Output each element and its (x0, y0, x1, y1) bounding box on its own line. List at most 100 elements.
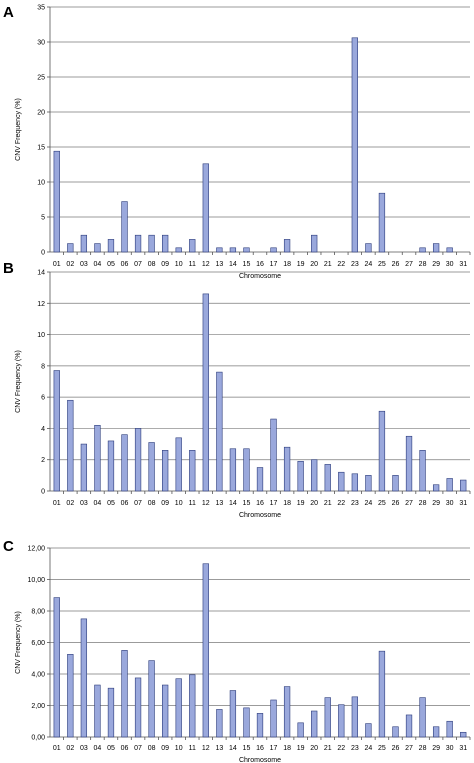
x-tick-label: 13 (215, 261, 223, 268)
x-tick-label: 02 (66, 500, 74, 507)
y-tick-label: 15 (37, 145, 45, 152)
y-axis-label: CNV Frequency (%) (15, 611, 22, 674)
bar-10 (175, 678, 182, 738)
bar-23 (351, 696, 358, 738)
bar-28 (419, 247, 426, 253)
bar-20 (311, 234, 318, 253)
x-tick-label: 04 (94, 500, 102, 507)
x-tick-label: 10 (175, 745, 183, 752)
x-tick-label: 05 (107, 745, 115, 752)
y-tick-label: 6,00 (31, 640, 45, 647)
y-tick-label: 2,00 (31, 703, 45, 710)
x-tick-label: 02 (66, 745, 74, 752)
x-tick-label: 08 (148, 500, 156, 507)
bar-01 (53, 150, 60, 253)
x-tick-label: 16 (256, 500, 264, 507)
x-tick-label: 03 (80, 745, 88, 752)
y-tick-label: 10,00 (27, 577, 45, 584)
bar-18 (283, 686, 291, 738)
x-tick-label: 21 (324, 261, 332, 268)
bar-03 (80, 618, 88, 738)
bar-06 (121, 434, 128, 492)
bar-01 (53, 370, 60, 492)
y-tick-label: 0 (41, 250, 45, 257)
x-tick-label: 13 (215, 500, 223, 507)
x-tick-label: 24 (364, 745, 372, 752)
bar-24 (365, 475, 372, 492)
bar-24 (365, 723, 372, 738)
x-tick-label: 04 (94, 261, 102, 268)
x-tick-label: 09 (161, 261, 169, 268)
bar-11 (189, 450, 196, 492)
bar-07 (134, 234, 142, 253)
bar-18 (283, 239, 291, 253)
y-tick-label: 10 (37, 332, 45, 339)
bar-22 (338, 471, 345, 492)
y-tick-label: 30 (37, 40, 45, 47)
bar-01 (53, 597, 60, 738)
bar-09 (162, 684, 169, 738)
x-tick-label: 23 (351, 261, 359, 268)
bar-08 (148, 442, 155, 492)
y-tick-label: 2 (41, 457, 45, 464)
bar-04 (94, 424, 101, 492)
x-tick-label: 08 (148, 745, 156, 752)
bar-28 (419, 450, 426, 492)
y-tick-label: 12,00 (27, 546, 45, 553)
x-tick-label: 19 (297, 261, 305, 268)
bar-19 (297, 722, 304, 738)
x-tick-label: 20 (310, 745, 318, 752)
panel-letter: C (3, 538, 14, 555)
bar-17 (270, 418, 277, 492)
x-tick-label: 16 (256, 261, 264, 268)
y-tick-label: 4 (41, 426, 45, 433)
y-tick-label: 8 (41, 363, 45, 370)
bar-25 (378, 192, 386, 253)
x-tick-label: 03 (80, 261, 88, 268)
x-tick-label: 24 (364, 261, 372, 268)
x-tick-label: 22 (337, 745, 345, 752)
x-tick-label: 04 (94, 745, 102, 752)
bar-10 (175, 437, 182, 492)
bar-07 (134, 428, 142, 492)
x-tick-label: 25 (378, 500, 386, 507)
x-tick-label: 19 (297, 745, 305, 752)
bar-09 (162, 450, 169, 492)
y-axis-label: CNV Frequency (%) (15, 98, 22, 161)
x-tick-label: 23 (351, 745, 359, 752)
bar-31 (460, 479, 467, 492)
x-tick-label: 21 (324, 745, 332, 752)
x-tick-label: 15 (243, 500, 251, 507)
bar-03 (80, 443, 88, 492)
bar-20 (311, 710, 318, 738)
bar-08 (148, 234, 155, 253)
x-tick-label: 10 (175, 500, 183, 507)
bar-28 (419, 697, 426, 738)
x-tick-label: 18 (283, 745, 291, 752)
x-tick-label: 09 (161, 500, 169, 507)
x-tick-label: 28 (419, 500, 427, 507)
x-tick-label: 07 (134, 261, 142, 268)
chart-panel-c: C 0,00 2,00 4,00 6,00 8,00 10,00 12,00 01 02 03 04 0… (3, 538, 471, 763)
bar-25 (378, 410, 386, 492)
bar-16 (256, 467, 264, 492)
x-tick-label: 11 (189, 500, 196, 507)
y-tick-label: 14 (37, 270, 45, 277)
bar-14 (229, 448, 237, 492)
bar-02 (67, 654, 74, 738)
bar-13 (216, 709, 223, 738)
bar-24 (365, 243, 372, 253)
y-tick-label: 6 (41, 395, 45, 402)
bar-18 (283, 446, 291, 492)
bar-14 (229, 690, 237, 738)
panel-letter: A (3, 4, 14, 21)
y-tick-label: 0 (41, 489, 45, 496)
x-tick-label: 17 (270, 745, 278, 752)
x-tick-label: 14 (229, 500, 237, 507)
bar-27 (405, 714, 413, 738)
bar-05 (107, 687, 115, 738)
x-tick-label: 07 (134, 745, 142, 752)
x-tick-label: 30 (446, 261, 454, 268)
x-tick-label: 25 (378, 261, 386, 268)
